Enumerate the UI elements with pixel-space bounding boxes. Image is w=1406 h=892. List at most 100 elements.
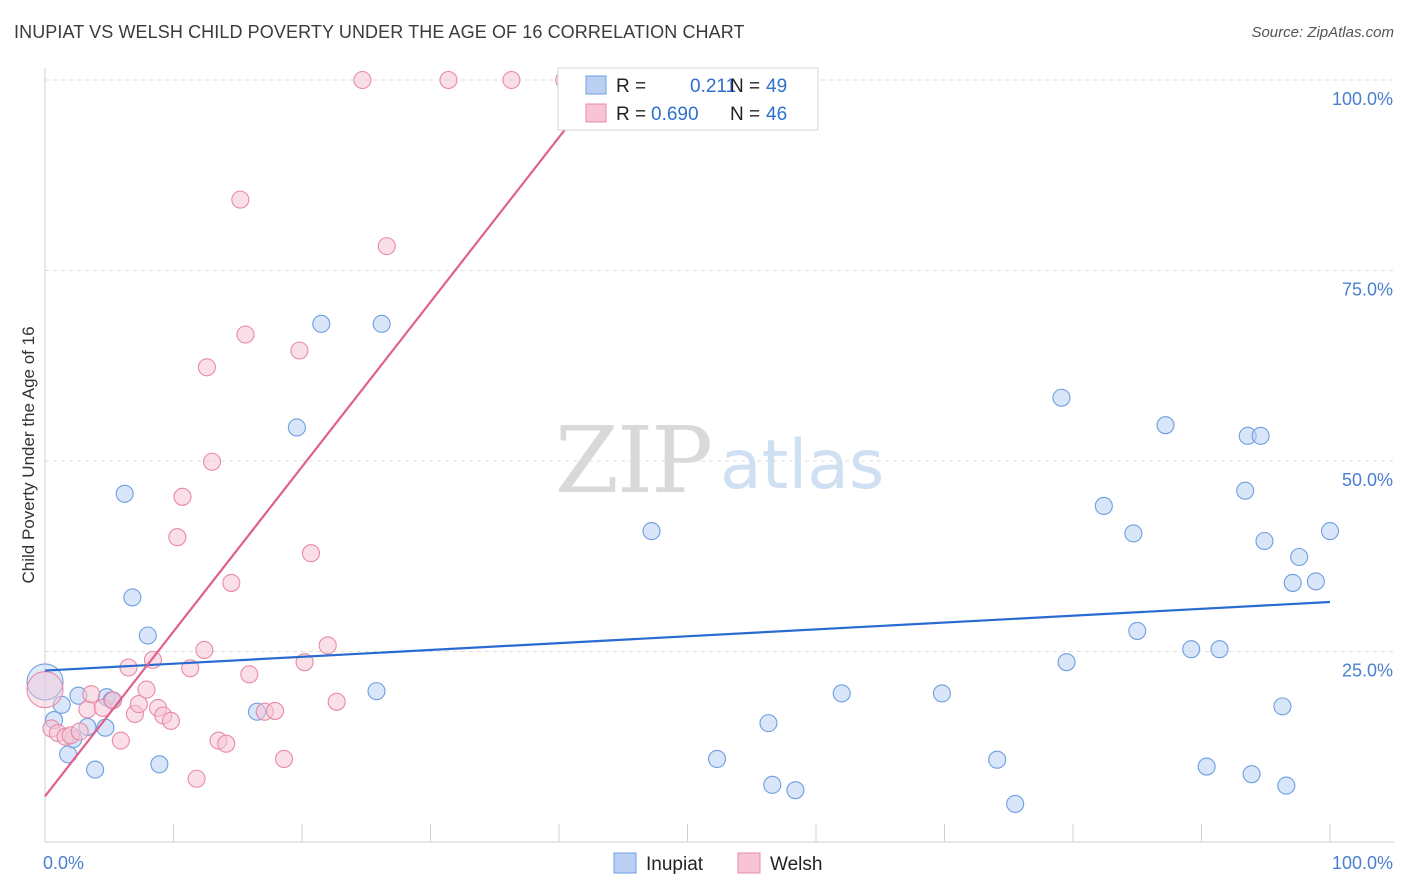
inupiat-point-34 <box>1156 416 1175 435</box>
inupiat-point-0 <box>26 663 64 701</box>
inupiat-point-42 <box>1255 531 1274 551</box>
inupiat-point-16 <box>287 418 306 437</box>
welsh-point-27 <box>217 734 236 753</box>
inupiat-point-30 <box>1057 653 1076 672</box>
inupiat-point-27 <box>988 750 1007 769</box>
welsh-point-23 <box>195 640 214 660</box>
welsh-point-28 <box>222 573 241 592</box>
legend-welsh-n-value: 46 <box>766 104 787 125</box>
x-tick-label-1: 100.0% <box>1332 853 1393 873</box>
inupiat-point-43 <box>1273 697 1292 716</box>
inupiat-point-29 <box>1052 388 1071 407</box>
chart-title: INUPIAT VS WELSH CHILD POVERTY UNDER THE… <box>14 22 745 42</box>
welsh-point-18 <box>161 711 180 730</box>
inupiat-point-24 <box>786 781 805 800</box>
y-tick-label-3: 100.0% <box>1332 89 1393 109</box>
welsh-point-24 <box>197 358 216 377</box>
inupiat-point-31 <box>1094 496 1113 516</box>
inupiat-point-44 <box>1277 776 1296 795</box>
welsh-trend-line <box>44 125 569 797</box>
inupiat-point-20 <box>642 522 661 541</box>
welsh-point-40 <box>353 70 372 90</box>
x-tick-labels: 0.0% 100.0% <box>43 853 1393 873</box>
inupiat-point-11 <box>115 484 134 503</box>
inupiat-point-38 <box>1236 481 1255 500</box>
y-tick-label-2: 75.0% <box>1342 280 1393 300</box>
bottom-legend-swatch-inupiat <box>613 852 637 874</box>
welsh-point-20 <box>173 487 192 506</box>
welsh-point-30 <box>236 325 255 344</box>
welsh-point-34 <box>274 749 294 768</box>
inupiat-point-26 <box>932 684 951 703</box>
welsh-point-35 <box>290 341 309 360</box>
inupiat-point-45 <box>1283 573 1302 592</box>
y-tick-label-1: 50.0% <box>1342 470 1393 490</box>
welsh-point-0 <box>26 671 64 709</box>
welsh-point-6 <box>78 700 97 719</box>
inupiat-point-22 <box>759 714 778 733</box>
inupiat-point-25 <box>832 684 851 703</box>
welsh-point-14 <box>137 680 156 699</box>
welsh-point-42 <box>439 70 458 90</box>
legend-inupiat-n-label: N = <box>730 76 760 97</box>
inupiat-point-14 <box>150 755 169 774</box>
welsh-point-10 <box>111 731 130 750</box>
welsh-point-5 <box>70 722 89 741</box>
welsh-point-25 <box>203 452 222 471</box>
watermark-atlas: atlas <box>720 426 884 505</box>
legend: R = 0.211 N = 49 R = 0.690 N = 46 <box>557 67 819 131</box>
welsh-point-33 <box>265 701 285 720</box>
y-tick-labels: 25.0% 50.0% 75.0% 100.0% <box>1332 89 1393 681</box>
inupiat-point-19 <box>372 314 391 333</box>
inupiat-point-17 <box>312 314 331 333</box>
inupiat-point-21 <box>708 749 727 768</box>
inupiat-point-7 <box>86 760 105 779</box>
inupiat-point-33 <box>1128 621 1147 640</box>
inupiat-point-48 <box>1320 522 1340 541</box>
inupiat-point-28 <box>1006 794 1025 813</box>
inupiat-point-32 <box>1124 524 1143 543</box>
welsh-point-38 <box>318 636 337 655</box>
welsh-point-41 <box>377 237 396 256</box>
y-tick-label-0: 25.0% <box>1342 661 1393 681</box>
bottom-legend-inupiat: Inupiat <box>646 854 704 875</box>
source-label: Source: ZipAtlas.com <box>1251 24 1394 41</box>
inupiat-point-47 <box>1306 572 1325 591</box>
bottom-legend: Inupiat Welsh <box>613 852 822 875</box>
inupiat-point-41 <box>1242 765 1261 784</box>
legend-welsh-n-label: N = <box>730 104 760 125</box>
inupiat-point-36 <box>1197 757 1216 776</box>
welsh-point-31 <box>240 665 259 684</box>
welsh-point-29 <box>231 190 250 209</box>
inupiat-point-37 <box>1210 640 1229 659</box>
welsh-point-43 <box>502 70 521 90</box>
x-tick-label-0: 0.0% <box>43 853 84 873</box>
welsh-point-7 <box>82 685 101 704</box>
bottom-legend-swatch-welsh <box>737 852 761 874</box>
legend-welsh-r-value: 0.690 <box>651 104 699 125</box>
inupiat-point-35 <box>1182 640 1201 659</box>
data-points <box>26 70 1340 813</box>
inupiat-point-13 <box>138 626 157 645</box>
y-axis-label: Child Poverty Under the Age of 16 <box>19 326 38 583</box>
welsh-point-13 <box>129 695 148 714</box>
bottom-legend-welsh: Welsh <box>770 854 822 875</box>
inupiat-point-12 <box>123 588 142 607</box>
legend-swatch-welsh <box>585 103 607 123</box>
watermark: ZIP atlas <box>555 407 884 514</box>
welsh-point-19 <box>168 528 187 547</box>
welsh-point-22 <box>187 769 206 788</box>
watermark-zip: ZIP <box>555 407 711 514</box>
trend-lines <box>44 125 1331 797</box>
axes <box>44 68 1394 843</box>
legend-welsh-r-label: R = <box>616 104 646 125</box>
inupiat-point-40 <box>1251 426 1270 445</box>
welsh-point-39 <box>327 692 346 711</box>
inupiat-point-18 <box>367 682 386 701</box>
grid-lines <box>45 79 1394 652</box>
legend-inupiat-r-label: R = <box>616 76 646 97</box>
inupiat-point-46 <box>1290 547 1309 567</box>
inupiat-point-23 <box>763 775 782 794</box>
legend-swatch-inupiat <box>585 75 607 95</box>
